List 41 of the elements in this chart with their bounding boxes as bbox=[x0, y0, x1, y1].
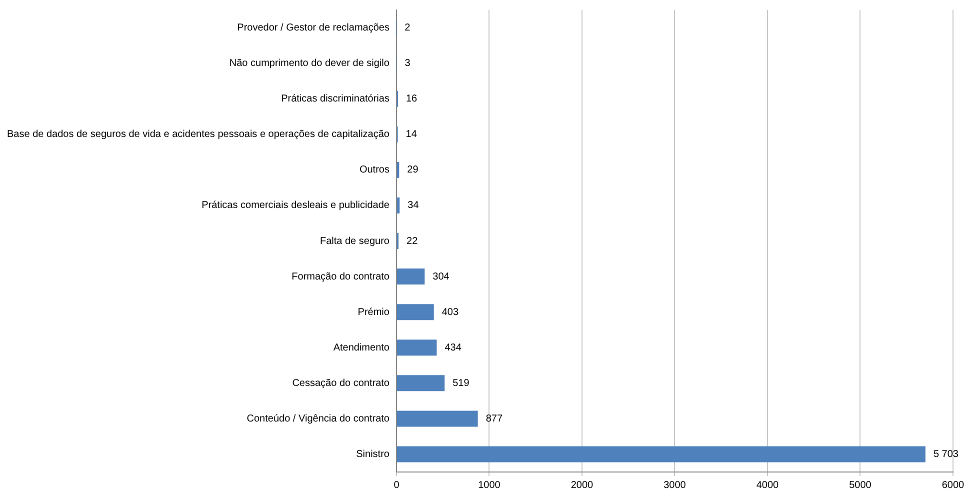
y-tick-label: Provedor / Gestor de reclamações bbox=[237, 22, 390, 34]
y-tick-label: Falta de seguro bbox=[320, 236, 390, 247]
bar bbox=[396, 410, 478, 427]
data-label: 29 bbox=[407, 164, 419, 176]
bar bbox=[396, 340, 437, 356]
data-label: 2 bbox=[404, 22, 411, 34]
y-tick-label: Cessação do contrato bbox=[292, 378, 390, 389]
bar bbox=[396, 304, 434, 320]
data-label: 304 bbox=[432, 271, 450, 282]
bar bbox=[396, 446, 926, 462]
y-tick-label: Prémio bbox=[358, 306, 390, 318]
data-label: 877 bbox=[486, 413, 503, 424]
data-label: 34 bbox=[408, 200, 420, 212]
data-label: 403 bbox=[442, 306, 459, 318]
x-tick-label: 6000 bbox=[942, 480, 965, 491]
x-tick-label: 3000 bbox=[664, 480, 686, 491]
y-tick-label: Sinistro bbox=[356, 448, 390, 460]
x-tick-label: 5000 bbox=[849, 480, 872, 491]
y-tick-label: Práticas comerciais desleais e publicidade bbox=[202, 200, 390, 212]
bar bbox=[396, 162, 400, 178]
y-tick-label: Conteúdo / Vigência do contrato bbox=[246, 413, 390, 424]
y-tick-label: Outros bbox=[359, 164, 390, 176]
bar bbox=[396, 197, 400, 214]
y-tick-label: Formação do contrato bbox=[292, 271, 390, 282]
data-label: 5 703 bbox=[933, 448, 959, 460]
data-label: 434 bbox=[444, 342, 462, 354]
bar bbox=[396, 375, 445, 392]
x-tick-label: 4000 bbox=[756, 480, 780, 491]
y-tick-label: Práticas discriminatórias bbox=[281, 94, 390, 105]
y-tick-label: Atendimento bbox=[333, 342, 390, 354]
y-tick-label: Não cumprimento do dever de sigilo bbox=[229, 58, 390, 70]
data-label: 22 bbox=[406, 236, 418, 247]
y-tick-label: Base de dados de seguros de vida e acidentes pessoais e operações de capitalização bbox=[6, 129, 390, 140]
x-tick-label: 0 bbox=[394, 480, 400, 491]
x-tick-label: 1000 bbox=[478, 480, 501, 491]
data-label: 14 bbox=[406, 129, 418, 140]
x-tick-label: 2000 bbox=[570, 480, 594, 491]
data-label: 16 bbox=[406, 94, 418, 105]
data-label: 519 bbox=[452, 378, 470, 389]
bar bbox=[396, 268, 425, 285]
data-label: 3 bbox=[404, 58, 411, 70]
